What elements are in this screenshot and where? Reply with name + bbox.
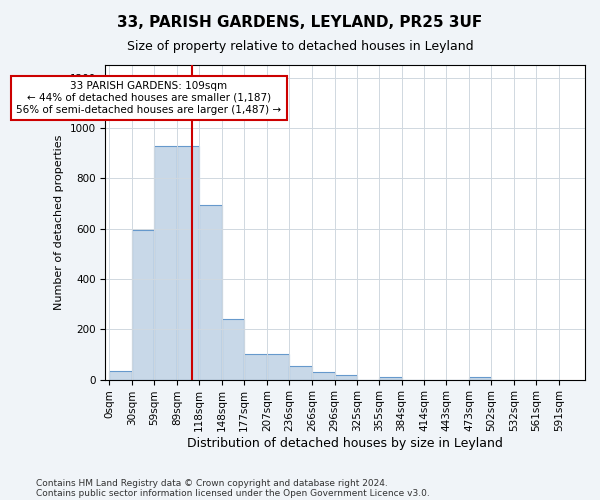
Bar (177, 146, 199, 380)
Bar (267, 354, 289, 380)
Bar (469, 377, 491, 380)
Text: Contains HM Land Registry data © Crown copyright and database right 2024.: Contains HM Land Registry data © Crown c… (36, 478, 388, 488)
Bar (109, 371, 132, 380)
Bar (222, 319, 244, 380)
Y-axis label: Number of detached properties: Number of detached properties (54, 134, 64, 310)
Text: Size of property relative to detached houses in Leyland: Size of property relative to detached ho… (127, 40, 473, 53)
Bar (132, 230, 154, 380)
Bar (335, 374, 356, 380)
Bar (199, 204, 222, 380)
Bar (154, 146, 177, 380)
Text: Contains public sector information licensed under the Open Government Licence v3: Contains public sector information licen… (36, 488, 430, 498)
Bar (312, 372, 335, 380)
Bar (244, 354, 267, 380)
Text: 33 PARISH GARDENS: 109sqm
← 44% of detached houses are smaller (1,187)
56% of se: 33 PARISH GARDENS: 109sqm ← 44% of detac… (16, 82, 281, 114)
X-axis label: Distribution of detached houses by size in Leyland: Distribution of detached houses by size … (187, 437, 503, 450)
Bar (379, 377, 401, 380)
Text: 33, PARISH GARDENS, LEYLAND, PR25 3UF: 33, PARISH GARDENS, LEYLAND, PR25 3UF (118, 15, 482, 30)
Bar (289, 366, 312, 380)
